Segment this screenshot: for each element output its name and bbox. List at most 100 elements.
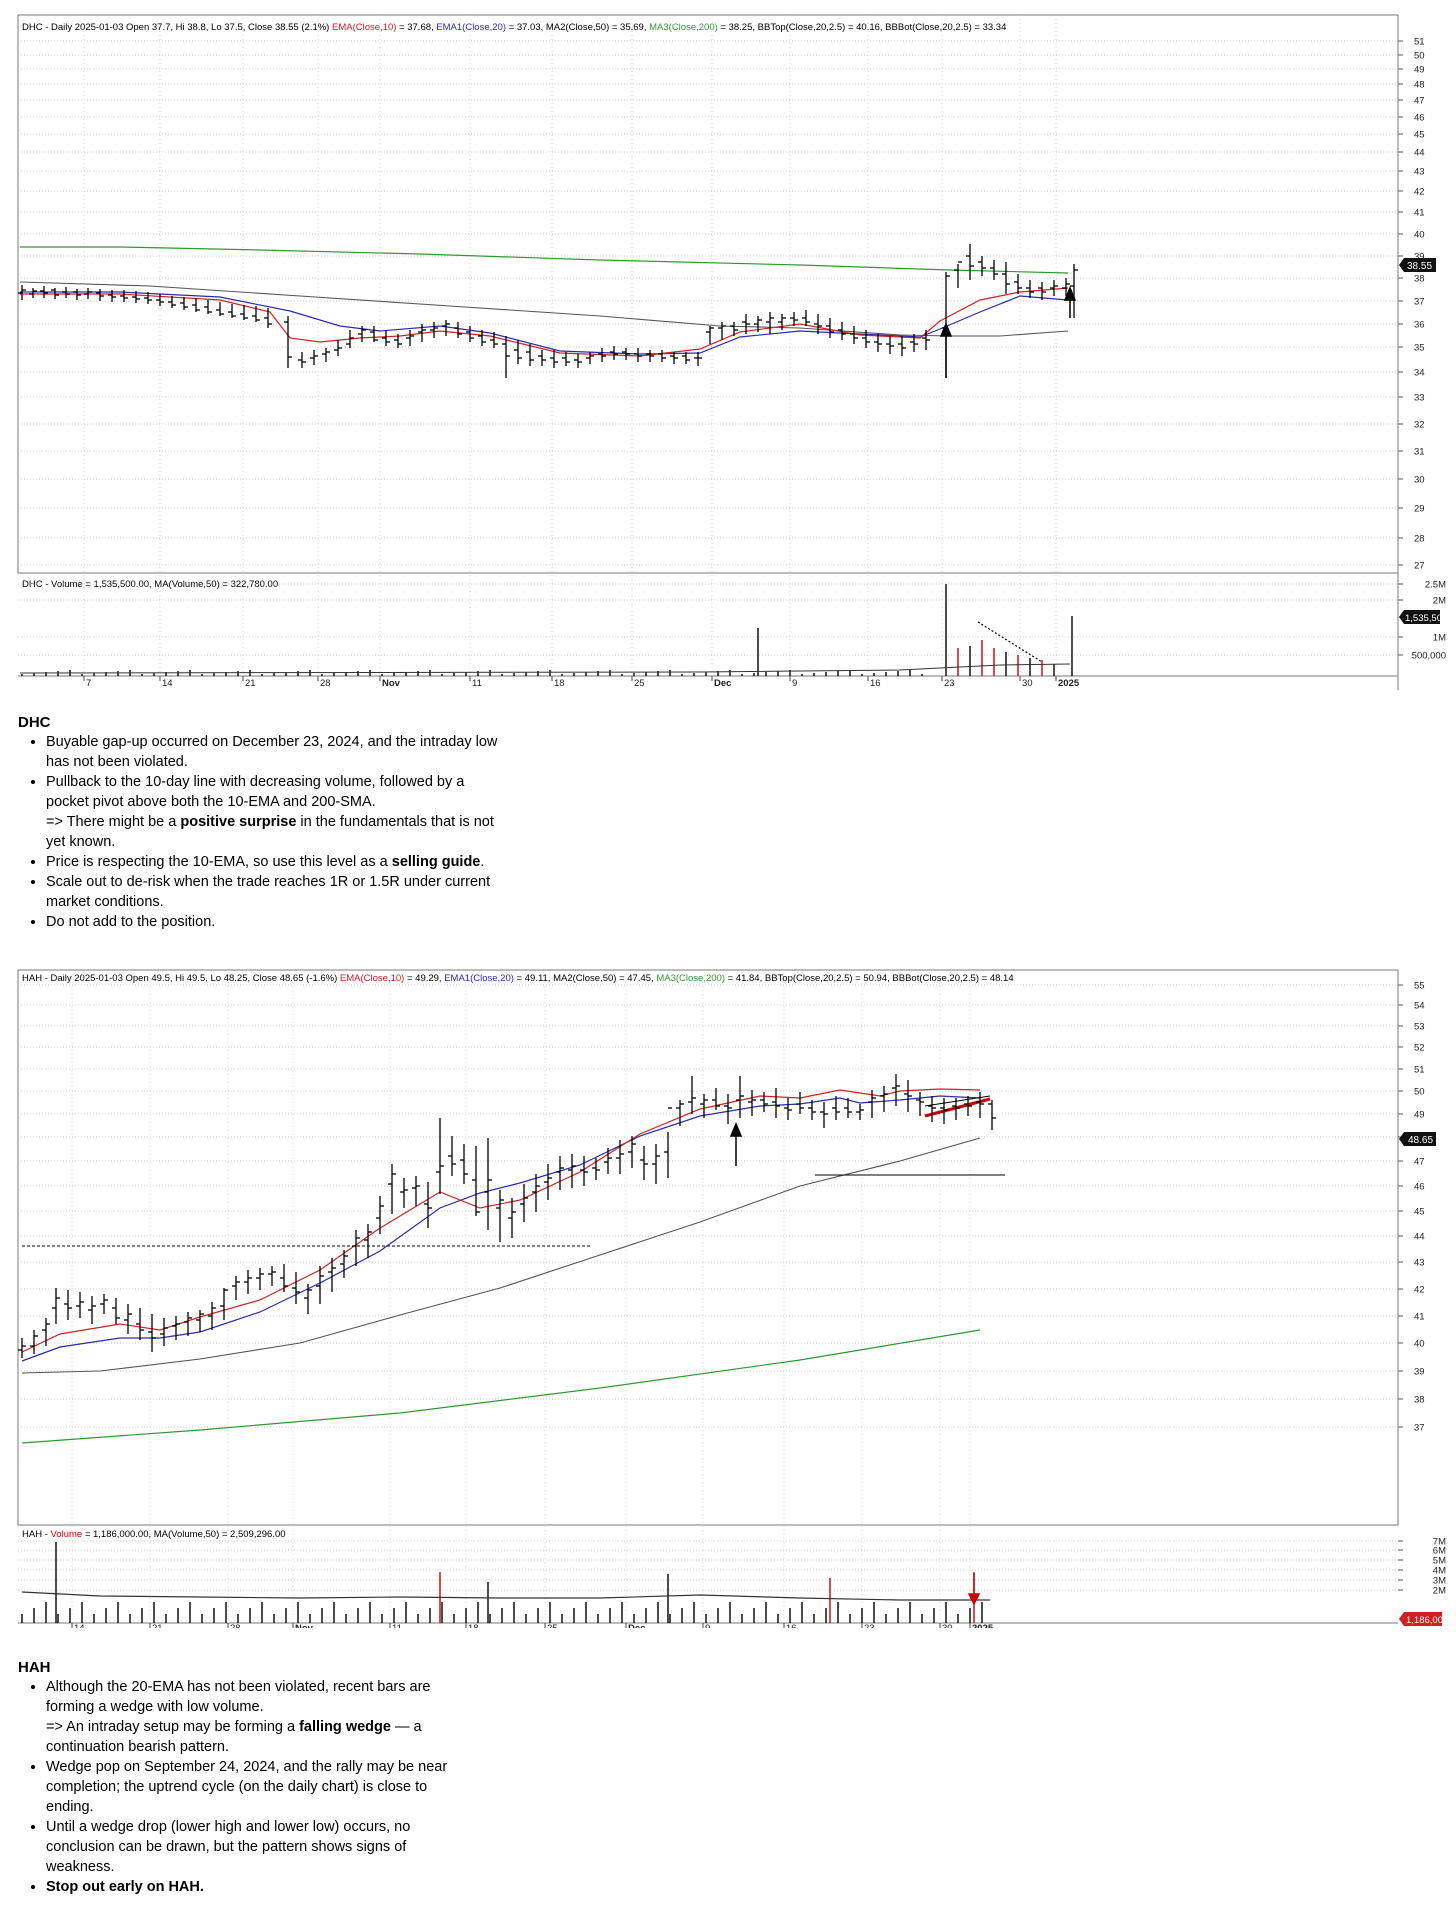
vertical-grid-lines bbox=[83, 15, 1057, 676]
grid-lines bbox=[18, 984, 1398, 1428]
ma200-line bbox=[20, 246, 1069, 274]
price-bar bbox=[64, 1290, 72, 1320]
price-bar bbox=[990, 260, 998, 280]
date-label: 18 bbox=[554, 678, 565, 689]
price-axis-label: 43 bbox=[1414, 1258, 1425, 1269]
price-bar bbox=[376, 1196, 384, 1234]
price-axis-label: 50 bbox=[1414, 51, 1425, 62]
price-bar bbox=[442, 320, 450, 336]
volume-bars bbox=[21, 584, 1073, 676]
price-bar bbox=[550, 350, 558, 368]
price-bar bbox=[30, 1330, 38, 1354]
price-bar bbox=[204, 300, 212, 314]
price-bar bbox=[144, 292, 152, 304]
price-bar bbox=[646, 350, 654, 362]
price-bar bbox=[964, 1096, 972, 1116]
price-bar bbox=[670, 352, 678, 364]
note-text: Wedge pop on September 24, 2024, and the… bbox=[46, 1759, 448, 1815]
svg-text:48.65: 48.65 bbox=[1408, 1135, 1433, 1146]
note-text: Buyable gap-up occurred on December 23, … bbox=[46, 734, 498, 770]
ema10-line bbox=[20, 287, 1069, 357]
price-bar bbox=[96, 289, 104, 301]
ma50-line bbox=[21, 1137, 981, 1374]
price-bar bbox=[268, 1266, 276, 1286]
price-bar bbox=[1070, 264, 1078, 318]
price-bar bbox=[754, 316, 762, 332]
note-emphasis: falling wedge bbox=[299, 1719, 391, 1735]
date-label: 30 bbox=[1022, 678, 1033, 689]
date-label: 7 bbox=[86, 678, 91, 689]
date-label: 25 bbox=[634, 678, 645, 689]
date-label: 11 bbox=[472, 678, 482, 689]
price-bar bbox=[814, 314, 822, 334]
price-bar bbox=[952, 1098, 960, 1120]
price-bar bbox=[796, 1092, 804, 1114]
price-bar bbox=[856, 1104, 864, 1120]
date-label: 18 bbox=[468, 1623, 479, 1628]
note-bullet: Pullback to the 10-day line with decreas… bbox=[46, 772, 506, 852]
price-bar bbox=[310, 350, 318, 365]
volume-axis-label: 6M bbox=[1433, 1546, 1446, 1557]
price-bar bbox=[120, 290, 128, 302]
price-bar bbox=[168, 296, 176, 308]
price-bar bbox=[514, 340, 522, 364]
notes-list: Buyable gap-up occurred on December 23, … bbox=[18, 732, 506, 932]
price-bar bbox=[616, 1140, 624, 1174]
price-bar bbox=[42, 1318, 50, 1346]
date-label: 21 bbox=[245, 678, 256, 689]
svg-text:1,535,50: 1,535,50 bbox=[1405, 613, 1442, 624]
price-axis-label: 40 bbox=[1414, 230, 1425, 241]
price-bar bbox=[256, 1268, 264, 1290]
note-bullet: Although the 20-EMA has not been violate… bbox=[46, 1677, 476, 1757]
price-bar bbox=[264, 308, 272, 328]
price-axis-label: 31 bbox=[1414, 447, 1425, 458]
price-bar bbox=[484, 1138, 492, 1230]
price-axis-label: 35 bbox=[1414, 343, 1425, 354]
date-label: 9 bbox=[705, 1623, 710, 1628]
price-axis-label: 39 bbox=[1414, 252, 1425, 263]
price-bars bbox=[18, 244, 1078, 378]
volume-axis-label: 5M bbox=[1433, 1556, 1446, 1567]
price-bar bbox=[208, 1302, 216, 1330]
note-bullet: Price is respecting the 10-EMA, so use t… bbox=[46, 852, 506, 872]
price-bar bbox=[736, 1076, 744, 1118]
price-title: HAH - Daily 2025-01-03 Open 49.5, Hi 49.… bbox=[22, 973, 1014, 984]
price-axis-label: 42 bbox=[1414, 187, 1425, 198]
price-bar bbox=[322, 348, 330, 362]
price-bar bbox=[760, 1092, 768, 1112]
price-bar bbox=[868, 1090, 876, 1118]
price-axis-label: 51 bbox=[1414, 37, 1425, 48]
price-axis-label: 27 bbox=[1414, 561, 1425, 572]
price-bar bbox=[820, 1102, 828, 1128]
price-bar bbox=[160, 1318, 168, 1346]
note-bullet: Scale out to de-risk when the trade reac… bbox=[46, 872, 506, 912]
price-bar bbox=[910, 334, 918, 352]
price-bar bbox=[232, 1276, 240, 1300]
volume-grid bbox=[18, 1540, 1398, 1591]
price-axis-label: 37 bbox=[1414, 1423, 1425, 1434]
price-bar bbox=[334, 340, 342, 356]
volume-grid bbox=[18, 583, 1398, 656]
volume-axis-labels: 2.5M 2M 1M 500,000 bbox=[1398, 580, 1446, 662]
note-bullet: Buyable gap-up occurred on December 23, … bbox=[46, 732, 506, 772]
price-axis-label: 54 bbox=[1414, 1001, 1425, 1012]
price-bar bbox=[196, 1310, 204, 1332]
price-bar bbox=[180, 297, 188, 310]
dhc-chart: DHC - Daily 2025-01-03 Open 37.7, Hi 38.… bbox=[17, 14, 1446, 690]
volume-axis-label: 2M bbox=[1433, 596, 1446, 607]
price-axis-label: 43 bbox=[1414, 167, 1425, 178]
price-bar bbox=[184, 1312, 192, 1336]
date-label: 2025 bbox=[1058, 678, 1080, 689]
price-bar bbox=[538, 350, 546, 366]
price-bar bbox=[898, 336, 906, 356]
price-bar bbox=[766, 312, 774, 334]
date-label: 11 bbox=[392, 1623, 402, 1628]
price-axis-label: 33 bbox=[1414, 393, 1425, 404]
price-axis-label: 39 bbox=[1414, 1367, 1425, 1378]
date-label: 30 bbox=[942, 1623, 953, 1628]
price-axis-label: 32 bbox=[1414, 420, 1425, 431]
price-bar bbox=[652, 1144, 660, 1184]
price-bar bbox=[62, 287, 70, 298]
date-label: Nov bbox=[295, 1623, 314, 1628]
price-bar bbox=[84, 288, 92, 299]
